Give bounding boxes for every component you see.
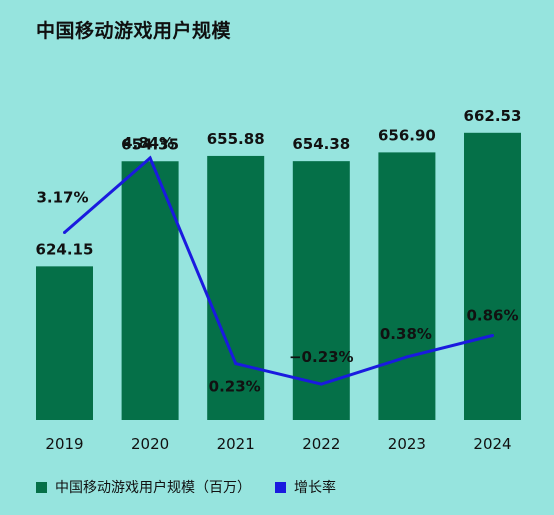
bar-value-label-2021: 655.88 xyxy=(207,130,265,148)
bar-value-label-2024: 662.53 xyxy=(464,107,522,125)
x-tick-label-2023: 2023 xyxy=(388,435,426,453)
chart-canvas: 624.15 2019 654.35 2020 655.88 2021 654.38 2022… xyxy=(36,107,522,453)
x-tick-label-2019: 2019 xyxy=(45,435,83,453)
chart-title: 中国移动游戏用户规模 xyxy=(36,20,232,42)
x-tick-label-2022: 2022 xyxy=(302,435,340,453)
bar-value-label-2020: 654.35 xyxy=(121,135,179,153)
x-tick-label-2020: 2020 xyxy=(131,435,169,453)
legend-item-users: 中国移动游戏用户规模（百万） xyxy=(36,477,251,497)
bar-2020 xyxy=(121,161,179,420)
growth-point-2021 xyxy=(234,362,238,366)
growth-point-2019 xyxy=(63,230,66,234)
growth-rate-line xyxy=(63,155,493,386)
bar-2023 xyxy=(378,152,436,420)
bar-2024 xyxy=(464,132,521,420)
legend-swatch-growth xyxy=(275,481,286,493)
x-tick-label-2021: 2021 xyxy=(217,435,255,453)
chart-legend: 中国移动游戏用户规模（百万） 增长率 xyxy=(36,477,360,497)
growth-label-2022: −0.23% xyxy=(289,348,354,366)
growth-point-2024 xyxy=(491,334,494,338)
bar-value-label-2022: 654.38 xyxy=(292,135,350,153)
growth-label-2020: 4.84% xyxy=(122,134,174,152)
growth-label-2019: 3.17% xyxy=(36,188,88,206)
growth-point-2022 xyxy=(319,382,323,386)
growth-point-2023 xyxy=(405,355,409,359)
legend-item-growth: 增长率 xyxy=(275,477,336,497)
bar-2019 xyxy=(36,266,93,420)
bar-2021 xyxy=(207,155,265,420)
growth-label-2021: 0.23% xyxy=(209,378,261,396)
bar-value-label-2023: 656.90 xyxy=(378,126,436,144)
legend-swatch-users xyxy=(36,481,47,493)
x-tick-label-2024: 2024 xyxy=(473,435,511,453)
bar-value-label-2019: 624.15 xyxy=(36,240,94,258)
growth-point-2020 xyxy=(148,156,152,160)
legend-label-growth: 增长率 xyxy=(294,480,336,496)
bar-2022 xyxy=(292,161,350,420)
legend-label-users: 中国移动游戏用户规模（百万） xyxy=(55,480,251,496)
growth-label-2024: 0.86% xyxy=(466,307,518,325)
growth-label-2023: 0.38% xyxy=(380,325,432,343)
